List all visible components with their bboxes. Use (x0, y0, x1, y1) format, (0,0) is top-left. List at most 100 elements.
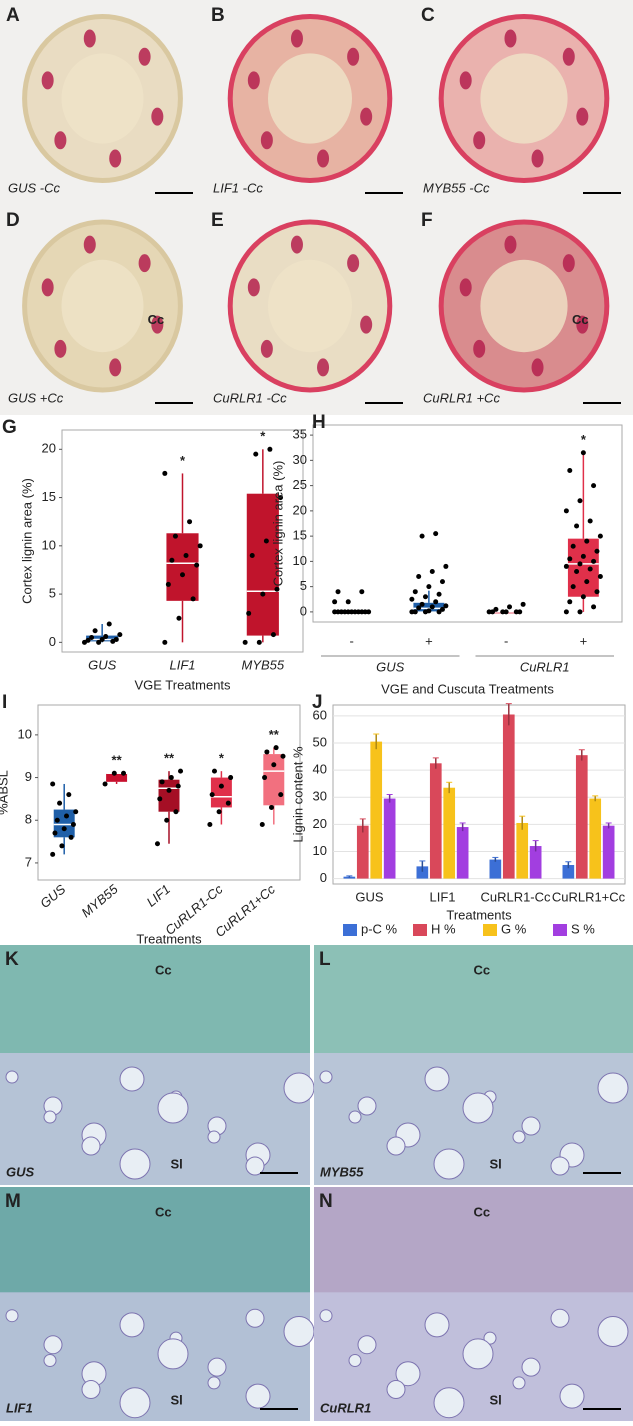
point (157, 796, 163, 802)
xylem (360, 107, 373, 126)
point (260, 591, 266, 597)
panel-letter: G (2, 417, 17, 438)
point (57, 800, 63, 806)
point (168, 775, 174, 781)
point (429, 604, 435, 610)
xylem (317, 149, 330, 168)
point (409, 596, 415, 602)
point (597, 533, 603, 539)
stem-core (61, 53, 144, 144)
cell (81, 1380, 101, 1399)
xylem (504, 235, 517, 254)
point (443, 603, 449, 609)
point (577, 561, 583, 567)
x-tick-label: LIF1 (169, 657, 195, 672)
point (563, 609, 569, 615)
point (416, 574, 422, 580)
point (520, 601, 526, 607)
point (54, 817, 60, 823)
cell (283, 1316, 315, 1347)
y-tick-label: 9 (25, 769, 32, 784)
xylem (41, 278, 54, 297)
point (580, 594, 586, 600)
y-tick-label: 8 (25, 812, 32, 827)
point (111, 770, 117, 776)
x-tick-label: CuRLR1+Cc (552, 889, 626, 904)
point (332, 599, 338, 605)
cell (157, 1338, 189, 1370)
y-tick-label: 10 (293, 553, 307, 568)
box (413, 602, 445, 612)
cell (157, 1092, 189, 1124)
label: Cc (474, 962, 491, 977)
legend-label: S % (571, 921, 595, 936)
cell (433, 1148, 465, 1180)
point (268, 804, 274, 810)
cell (424, 1312, 450, 1338)
x-tick-label: - (349, 633, 353, 648)
bar (602, 825, 615, 879)
point (242, 639, 248, 645)
point (419, 601, 425, 607)
box (106, 773, 128, 782)
y-tick-label: 20 (42, 441, 56, 456)
panel-letter: N (319, 1191, 333, 1212)
point (587, 566, 593, 572)
point (183, 552, 189, 558)
point (194, 562, 200, 568)
bar (343, 876, 356, 879)
significance: * (581, 432, 587, 447)
cell (43, 1335, 63, 1355)
point (503, 609, 509, 615)
point (216, 809, 222, 815)
y-axis-label: %ABSL (0, 770, 10, 815)
point (280, 753, 286, 759)
y-tick-label: 15 (293, 528, 307, 543)
point (169, 557, 175, 563)
y-axis-label: Cortex lignin area (%) (19, 478, 34, 604)
box (53, 809, 75, 838)
point (597, 574, 603, 580)
point (209, 792, 215, 798)
cell (348, 1110, 362, 1124)
point (577, 498, 583, 504)
point (591, 483, 597, 489)
point (73, 809, 79, 815)
x-axis-label: VGE Treatments (134, 677, 231, 692)
panel-letter: M (5, 1191, 21, 1212)
xylem (260, 339, 273, 358)
point (359, 589, 365, 595)
cell (283, 1072, 315, 1104)
point (345, 599, 351, 605)
point (164, 817, 170, 823)
point (92, 628, 98, 634)
plot-frame (61, 429, 304, 653)
cell (5, 1070, 19, 1084)
point (176, 615, 182, 621)
xylem (151, 315, 164, 334)
cell (597, 1316, 629, 1347)
x-tick-label: LIF1 (429, 889, 455, 904)
label: Cc (572, 312, 589, 327)
box (210, 777, 232, 808)
bar (489, 859, 502, 879)
cell (245, 1308, 265, 1328)
caption: MYB55 (320, 1164, 364, 1179)
y-tick-label: 20 (293, 502, 307, 517)
xylem (151, 107, 164, 126)
label: Sl (171, 1156, 183, 1171)
panel-letter: I (2, 692, 7, 713)
x-axis-label: Treatments (136, 931, 202, 946)
point (570, 584, 576, 590)
point (422, 594, 428, 600)
point (178, 768, 184, 774)
point (591, 558, 597, 564)
label: Cc (148, 312, 165, 327)
cell (395, 1361, 421, 1387)
x-tick-label: GUS (88, 657, 117, 672)
cell (5, 1309, 19, 1323)
point (264, 749, 270, 755)
point (197, 543, 203, 549)
x-tick-label: GUS (355, 889, 384, 904)
cell (462, 1338, 494, 1370)
